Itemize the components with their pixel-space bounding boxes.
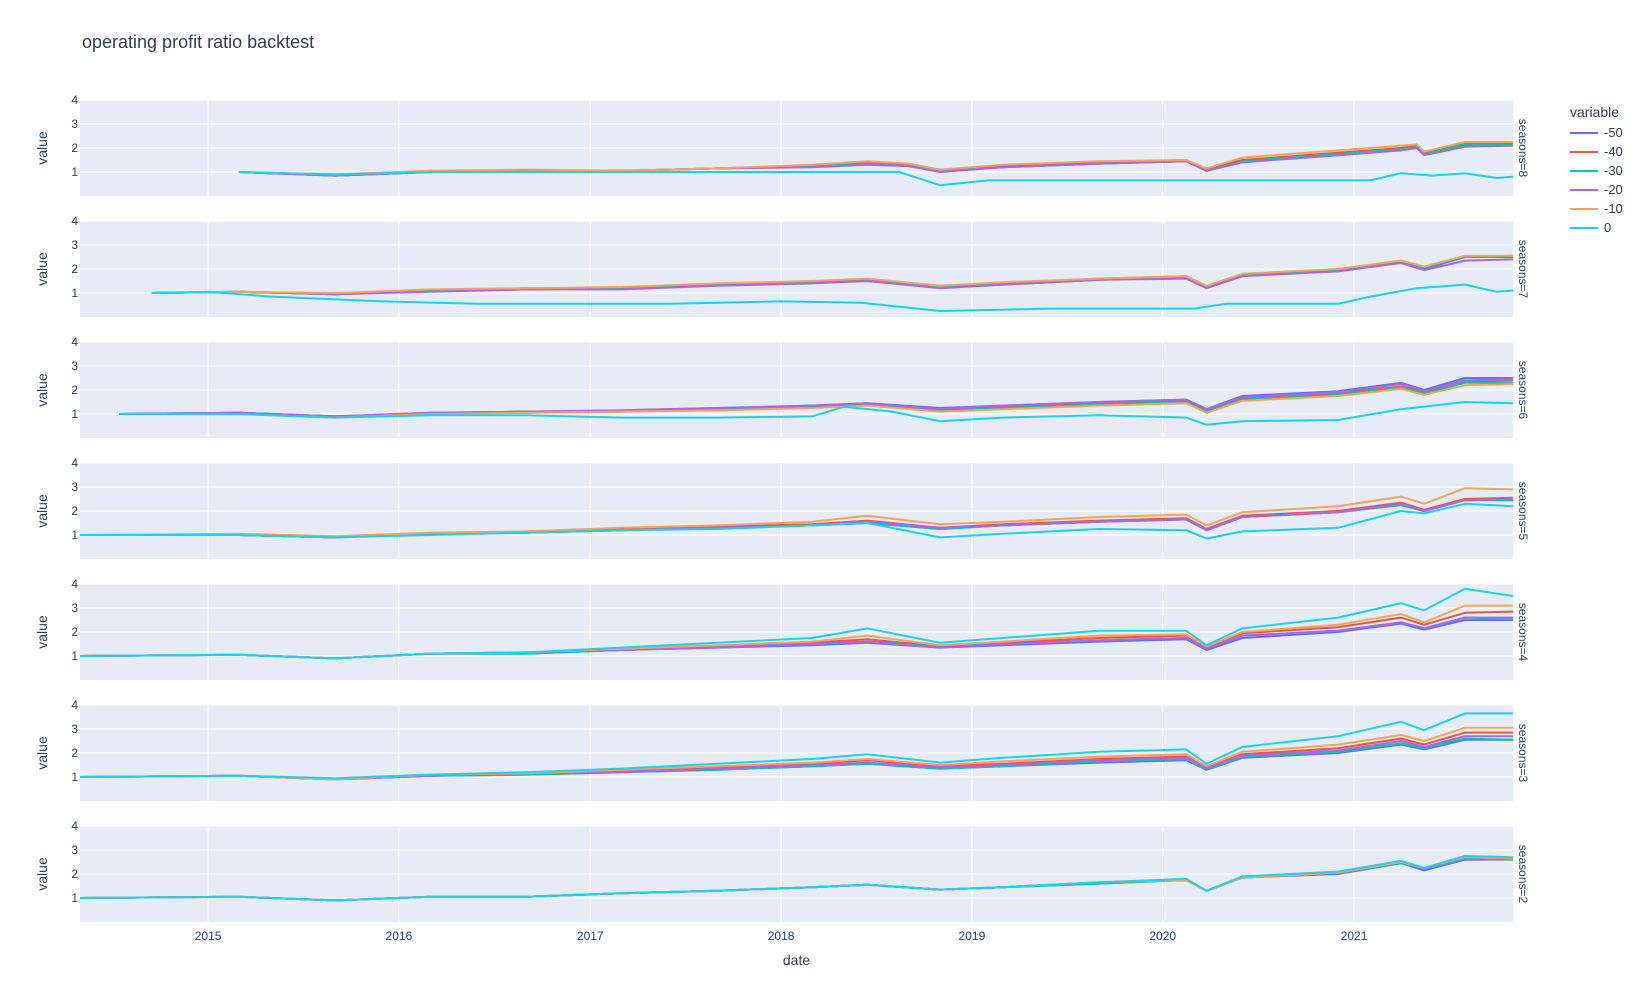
legend-swatch bbox=[1570, 150, 1598, 153]
chart-title: operating profit ratio backtest bbox=[82, 32, 315, 52]
legend-item[interactable]: -20 bbox=[1570, 180, 1623, 199]
series-line bbox=[151, 258, 1514, 296]
legend-items: -50 -40 -30 -20 -10 0 bbox=[1570, 123, 1623, 237]
series-line bbox=[119, 383, 1514, 419]
series-line bbox=[79, 487, 1514, 538]
y-tick-label: 2 bbox=[71, 383, 78, 397]
legend: variable -50 -40 -30 -20 -10 0 bbox=[1570, 104, 1623, 237]
legend-swatch bbox=[1570, 169, 1598, 172]
facet-label: seasons=4 bbox=[1516, 603, 1530, 662]
x-tick-label: 2019 bbox=[959, 929, 986, 943]
legend-item[interactable]: -50 bbox=[1570, 123, 1623, 142]
y-tick-label: 3 bbox=[71, 843, 78, 857]
y-tick-label: 3 bbox=[71, 601, 78, 615]
y-tick-label: 3 bbox=[71, 480, 78, 494]
series-line bbox=[119, 378, 1514, 418]
x-tick-label: 2018 bbox=[768, 929, 795, 943]
series-line bbox=[151, 254, 1513, 294]
y-tick-label: 4 bbox=[71, 698, 78, 712]
series-line bbox=[80, 502, 1514, 540]
y-tick-label: 2 bbox=[71, 867, 78, 881]
x-tick-label: 2020 bbox=[1149, 929, 1176, 943]
x-tick-label: 2021 bbox=[1341, 929, 1368, 943]
legend-swatch bbox=[1570, 226, 1598, 229]
y-tick-label: 4 bbox=[71, 214, 78, 228]
series-line bbox=[79, 855, 1514, 902]
legend-item[interactable]: -40 bbox=[1570, 142, 1623, 161]
y-tick-label: 2 bbox=[71, 141, 78, 155]
x-tick-label: 2015 bbox=[195, 929, 222, 943]
y-tick-label: 2 bbox=[71, 746, 78, 760]
facet-label: seasons=6 bbox=[1516, 361, 1530, 420]
legend-item[interactable]: -10 bbox=[1570, 199, 1623, 218]
legend-swatch bbox=[1570, 188, 1598, 191]
y-axis-title: value bbox=[34, 252, 50, 286]
series-line bbox=[119, 401, 1514, 426]
y-tick-label: 4 bbox=[71, 819, 78, 833]
x-tick-label: 2016 bbox=[386, 929, 413, 943]
y-tick-label: 1 bbox=[71, 165, 78, 179]
y-tick-label: 1 bbox=[71, 770, 78, 784]
series-line bbox=[238, 141, 1513, 176]
y-tick-label: 1 bbox=[71, 649, 78, 663]
facet-label: seasons=8 bbox=[1516, 119, 1530, 178]
legend-label: -40 bbox=[1604, 144, 1623, 159]
series-line bbox=[79, 712, 1513, 780]
y-tick-label: 1 bbox=[71, 528, 78, 542]
series-line bbox=[238, 171, 1514, 187]
y-tick-label: 1 bbox=[71, 407, 78, 421]
facet-label: seasons=3 bbox=[1516, 724, 1530, 783]
y-tick-label: 1 bbox=[71, 891, 78, 905]
y-axis-title: value bbox=[34, 736, 50, 770]
legend-label: -20 bbox=[1604, 182, 1623, 197]
y-tick-label: 4 bbox=[71, 93, 78, 107]
legend-label: -10 bbox=[1604, 201, 1623, 216]
facet-label: seasons=5 bbox=[1516, 482, 1530, 541]
y-axis-title: value bbox=[34, 857, 50, 891]
legend-swatch bbox=[1570, 131, 1598, 134]
facet-label: seasons=7 bbox=[1516, 240, 1530, 299]
y-tick-label: 1 bbox=[71, 286, 78, 300]
y-axis-title: value bbox=[34, 131, 50, 165]
y-tick-label: 2 bbox=[71, 504, 78, 518]
y-tick-label: 4 bbox=[71, 456, 78, 470]
x-tick-label: 2017 bbox=[577, 929, 604, 943]
legend-label: -30 bbox=[1604, 163, 1623, 178]
legend-label: -50 bbox=[1604, 125, 1623, 140]
legend-label: 0 bbox=[1604, 220, 1612, 235]
series-line bbox=[79, 587, 1514, 660]
y-tick-label: 3 bbox=[71, 722, 78, 736]
legend-item[interactable]: -30 bbox=[1570, 161, 1623, 180]
legend-title: variable bbox=[1570, 104, 1620, 120]
y-axis-title: value bbox=[34, 373, 50, 407]
series-line bbox=[151, 283, 1514, 312]
y-tick-label: 3 bbox=[71, 238, 78, 252]
y-tick-label: 2 bbox=[71, 262, 78, 276]
y-tick-label: 2 bbox=[71, 625, 78, 639]
y-tick-label: 4 bbox=[71, 335, 78, 349]
legend-item[interactable]: 0 bbox=[1570, 218, 1623, 237]
y-tick-label: 3 bbox=[71, 117, 78, 131]
y-tick-label: 3 bbox=[71, 359, 78, 373]
facet-label: seasons=2 bbox=[1516, 845, 1530, 904]
y-axis-title: value bbox=[34, 615, 50, 649]
y-tick-label: 4 bbox=[71, 577, 78, 591]
legend-swatch bbox=[1570, 207, 1598, 210]
x-axis-title: date bbox=[783, 952, 810, 968]
y-axis-title: value bbox=[34, 494, 50, 528]
